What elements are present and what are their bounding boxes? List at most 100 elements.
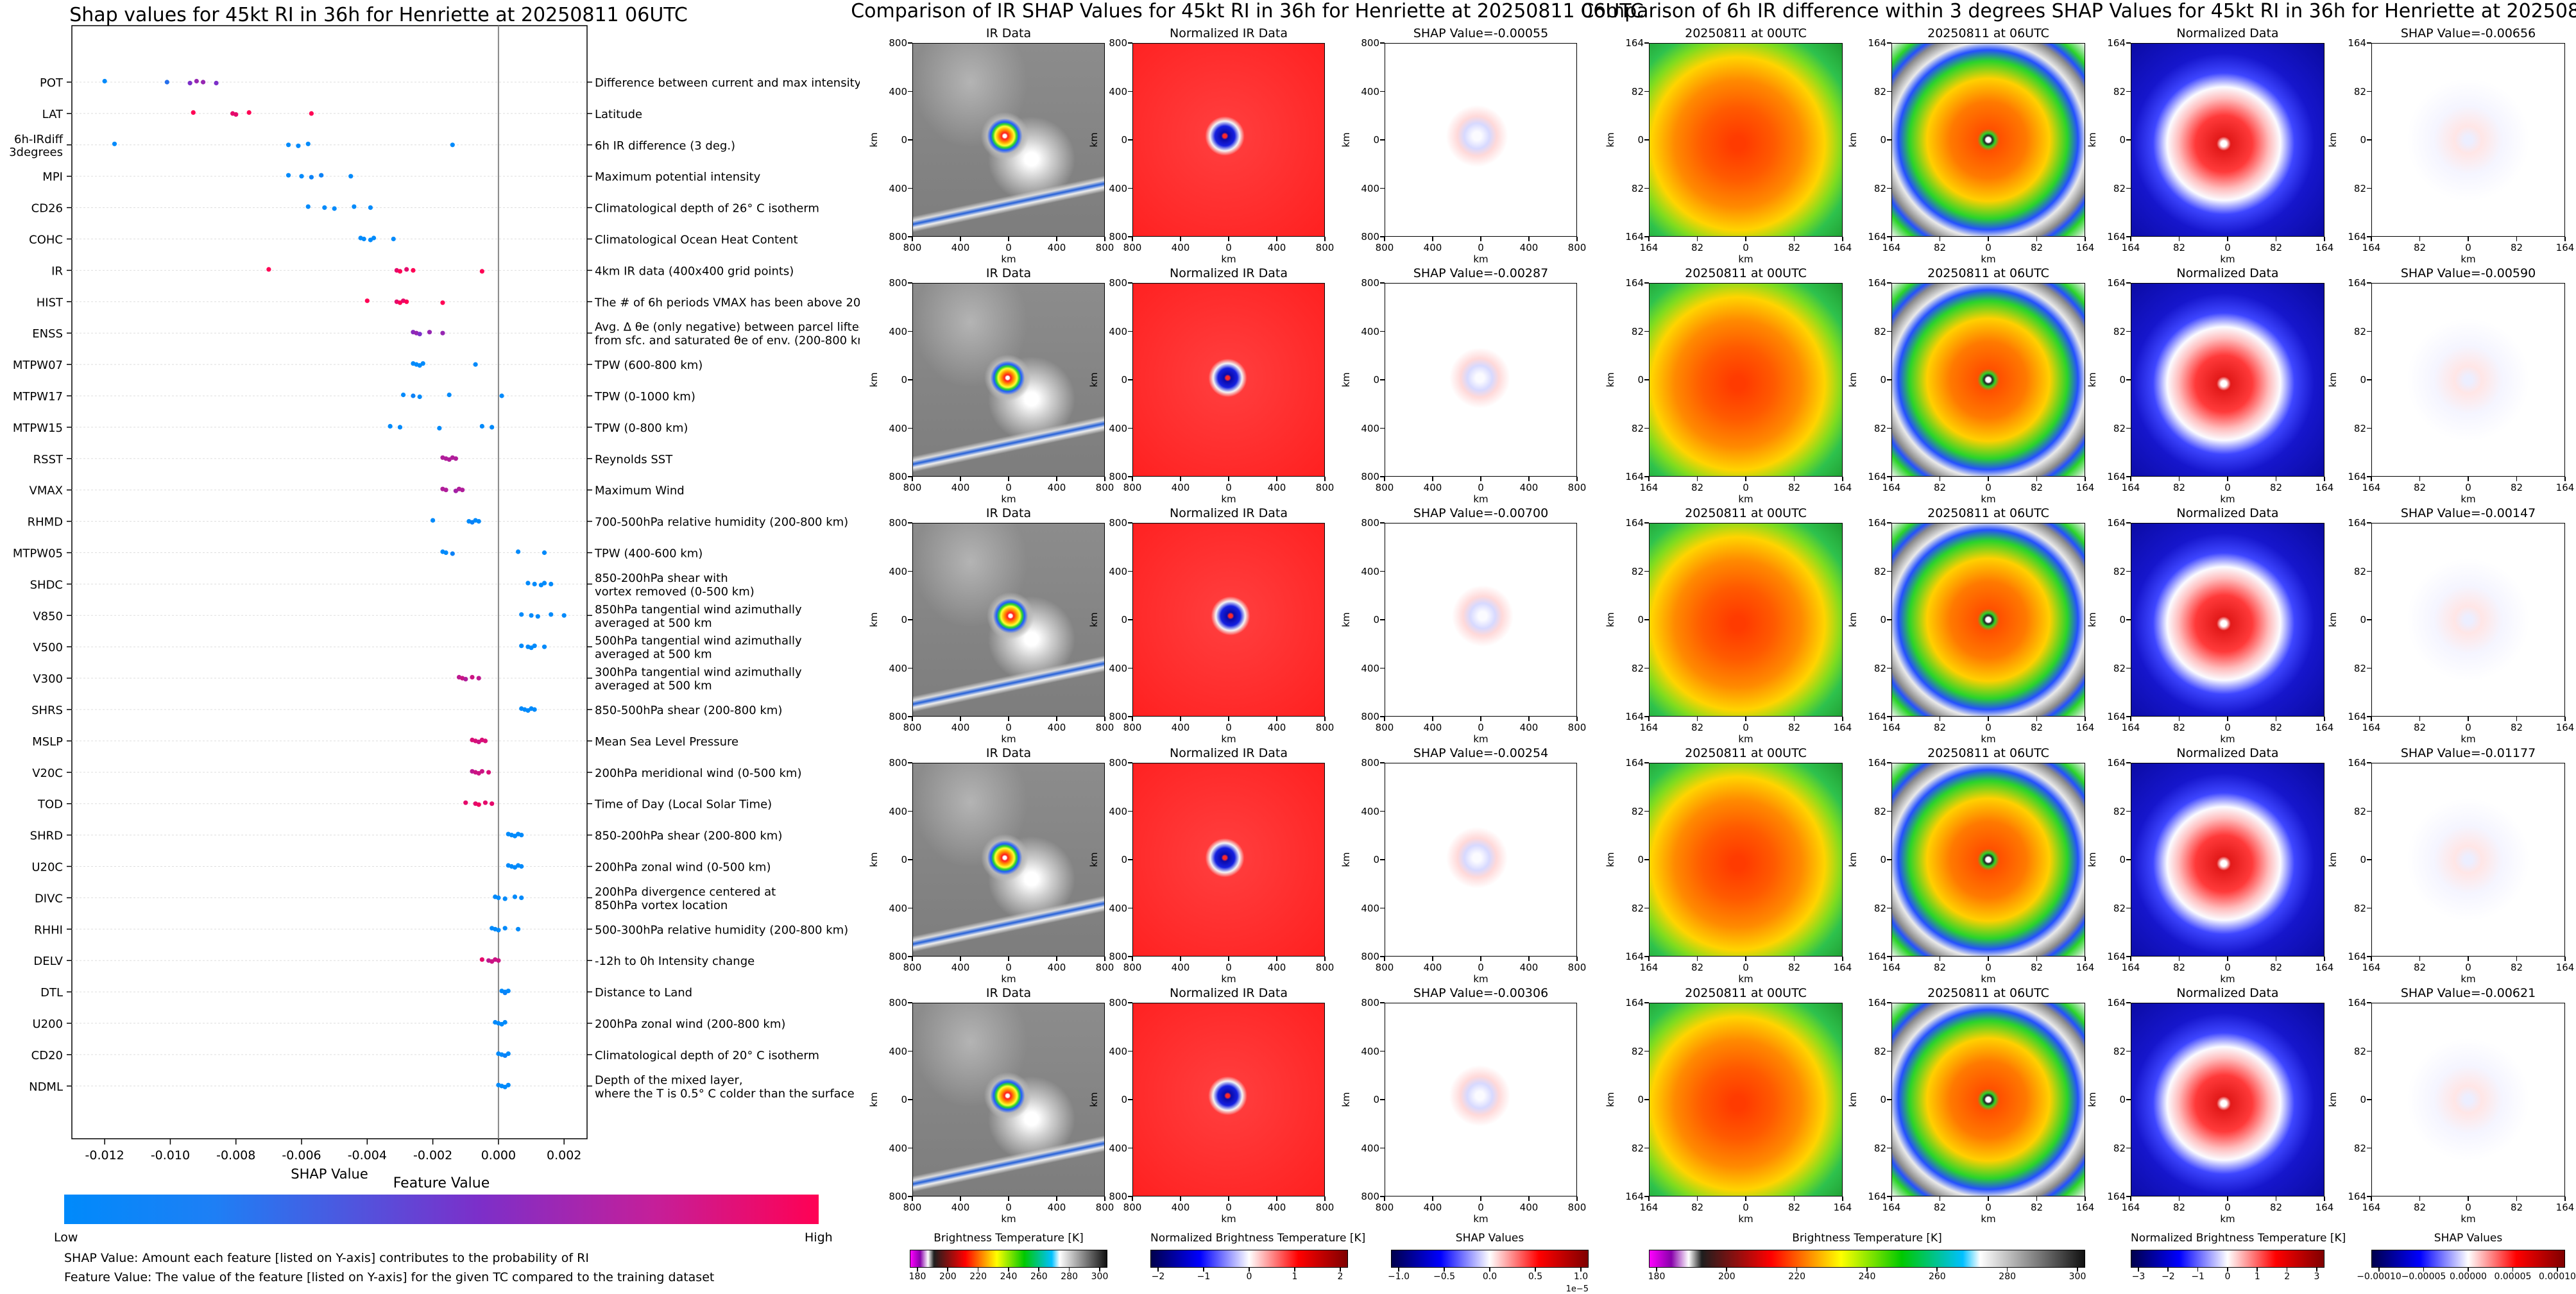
image-panel-normdiff	[2131, 1003, 2324, 1196]
y-axis-tick	[2367, 1002, 2371, 1003]
x-axis-tick	[2085, 1196, 2086, 1201]
y-tick-label: 164	[1868, 37, 1886, 49]
y-axis-tick	[2367, 236, 2371, 237]
y-axis-tick	[1380, 139, 1385, 140]
y-tick-label: 164	[2107, 517, 2126, 529]
x-axis-tick	[1432, 1196, 1433, 1201]
diff-shap-colorbar-tick	[2512, 1268, 2513, 1272]
y-axis-tick	[1128, 859, 1132, 860]
x-axis-tick	[2130, 237, 2131, 241]
x-axis-tick	[2178, 237, 2179, 241]
x-tick-label: 164	[1882, 482, 1901, 493]
feature-description: 850hPa vortex location	[595, 899, 728, 912]
x-tick-label: 400	[951, 1202, 970, 1213]
x-tick-label: 164	[2121, 962, 2140, 973]
x-axis-tick	[1480, 957, 1481, 961]
x-axis-tick	[960, 477, 961, 481]
y-tick-label: 82	[2353, 325, 2366, 337]
shap-point	[519, 612, 524, 617]
x-tick-label: 800	[1095, 962, 1114, 973]
ir-normalized-colorbar	[1150, 1250, 1348, 1268]
y-axis-tick	[2367, 476, 2371, 477]
y-tick-label: 82	[2113, 1142, 2126, 1154]
x-tick-label: 82	[2413, 962, 2427, 973]
x-axis-tick	[960, 957, 961, 961]
shap-point	[191, 110, 196, 115]
x-tick-label: 800	[903, 962, 922, 973]
x-tick-label: 800	[1095, 1202, 1114, 1213]
x-axis-tick	[2564, 1196, 2566, 1201]
x-axis-tick	[1276, 237, 1277, 241]
y-axis-unit-label: km	[2327, 852, 2339, 867]
y-tick-label: 400	[1361, 902, 1379, 914]
shap-point	[404, 267, 409, 272]
y-tick-label: 82	[1631, 805, 1644, 817]
x-axis-tick	[1104, 717, 1105, 721]
x-axis-tick	[2468, 237, 2469, 241]
x-axis-unit-label: km	[2220, 973, 2235, 985]
x-tick-label: 82	[2172, 722, 2186, 733]
shap-point	[532, 643, 537, 649]
image-panel-shapdiff	[2371, 1003, 2565, 1196]
image-panel-diff0	[1649, 763, 1843, 957]
feature-description: Maximum Wind	[595, 484, 685, 498]
y-axis-unit-label: km	[2327, 1092, 2339, 1107]
shap-point	[400, 392, 406, 398]
x-tick-label: 400	[1171, 1202, 1190, 1213]
shap-point	[112, 141, 117, 146]
x-axis-tick	[1384, 1196, 1385, 1201]
y-axis-tick	[1380, 187, 1385, 189]
y-axis-tick	[2126, 282, 2131, 284]
x-tick-label: 0	[2224, 482, 2231, 493]
x-axis-unit-label: km	[2220, 1213, 2235, 1225]
shap-point	[200, 80, 206, 85]
x-tick-label: 82	[2510, 962, 2523, 973]
y-tick-label: 164	[2348, 517, 2366, 529]
y-axis-tick	[2367, 619, 2371, 620]
y-tick-label: 0	[1373, 1094, 1379, 1105]
x-axis-unit-label: km	[1981, 493, 1996, 505]
x-axis-tick	[2371, 1196, 2372, 1201]
x-axis-tick	[1056, 717, 1057, 721]
y-tick-label: 0	[1637, 614, 1644, 626]
y-tick-label: 164	[2107, 997, 2126, 1009]
y-axis-tick	[1380, 907, 1385, 908]
diff-brightness-colorbar-tick-label: 220	[1788, 1272, 1806, 1282]
y-axis-unit-label: km	[1847, 132, 1859, 148]
y-axis-tick	[1380, 570, 1385, 572]
feature-label: SHRD	[30, 830, 63, 843]
y-tick-label: 0	[1373, 374, 1379, 386]
x-axis-tick	[2227, 1196, 2228, 1201]
shap-point	[532, 581, 537, 587]
panel-title: IR Data	[985, 746, 1032, 760]
diff-brightness-colorbar-tick-label: 260	[1928, 1272, 1946, 1282]
diff-shap-colorbar-tick-label: 0.00010	[2539, 1272, 2576, 1282]
x-tick-label: 0	[1005, 722, 1012, 733]
ir-shap-colorbar-tick-label: −0.5	[1433, 1272, 1455, 1282]
y-axis-unit-label: km	[1605, 612, 1616, 627]
feature-label: MTPW05	[13, 547, 63, 561]
x-tick-label: 82	[2172, 482, 2186, 493]
image-panel-norm	[1132, 523, 1325, 717]
y-tick-label: 400	[889, 805, 907, 817]
y-tick-label: 0	[1880, 854, 1886, 865]
panel-title: SHAP Value=-0.00254	[1413, 746, 1549, 760]
diff-brightness-colorbar-tick-label: 180	[1648, 1272, 1666, 1282]
x-tick-label: 400	[1519, 482, 1539, 493]
panel-title: 20250811 at 00UTC	[1685, 746, 1807, 760]
shap-point	[502, 926, 508, 931]
shap-point	[286, 142, 291, 148]
x-axis-tick	[2130, 1196, 2131, 1201]
y-axis-tick	[908, 570, 912, 572]
x-axis-tick	[1480, 1196, 1481, 1201]
x-tick-label: 400	[1423, 962, 1442, 973]
y-axis-tick	[2126, 1196, 2131, 1197]
y-tick-label: 400	[1361, 85, 1379, 98]
y-axis-tick	[1380, 330, 1385, 332]
x-axis-tick	[1648, 957, 1650, 961]
x-tick-label: 0	[2465, 722, 2471, 733]
x-tick-label: 0	[1225, 722, 1232, 733]
panel-title: SHAP Value=-0.00306	[1413, 986, 1549, 1000]
y-axis-tick	[2367, 379, 2371, 380]
y-tick-label: 0	[1637, 1094, 1644, 1105]
